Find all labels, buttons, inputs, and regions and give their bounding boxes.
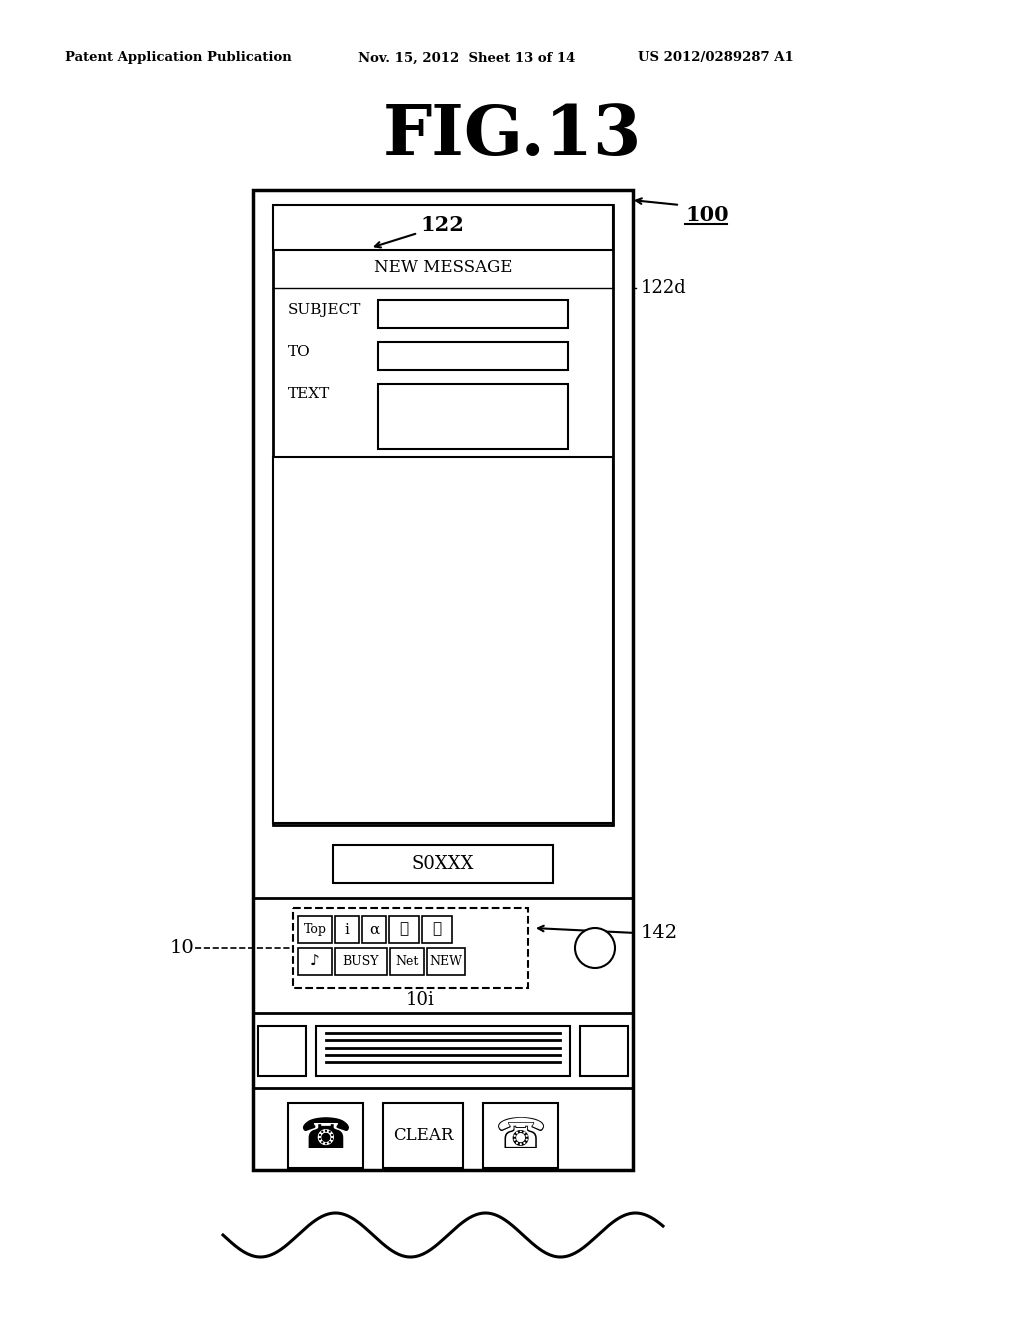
Text: α: α xyxy=(369,923,379,936)
Text: FIG.13: FIG.13 xyxy=(382,102,642,169)
Text: CLEAR: CLEAR xyxy=(393,1127,454,1144)
Bar xyxy=(273,457,613,822)
Text: 122: 122 xyxy=(420,215,464,235)
Text: ☎: ☎ xyxy=(300,1114,351,1156)
Bar xyxy=(333,845,553,883)
Text: Net: Net xyxy=(395,954,419,968)
Bar xyxy=(390,948,424,975)
Text: Patent Application Publication: Patent Application Publication xyxy=(65,51,292,65)
Bar xyxy=(273,205,613,249)
Bar xyxy=(422,916,452,942)
Circle shape xyxy=(575,928,615,968)
Bar xyxy=(378,300,568,327)
Text: Top: Top xyxy=(303,923,327,936)
Text: 142: 142 xyxy=(641,924,678,942)
Text: US 2012/0289287 A1: US 2012/0289287 A1 xyxy=(638,51,794,65)
Text: ✇: ✇ xyxy=(432,923,441,936)
Bar xyxy=(580,1026,628,1076)
Text: i: i xyxy=(344,923,349,936)
Text: 10i: 10i xyxy=(407,991,435,1008)
Text: TEXT: TEXT xyxy=(288,387,331,401)
Bar xyxy=(298,916,332,942)
Bar xyxy=(273,205,613,825)
Text: BUSY: BUSY xyxy=(343,954,379,968)
Bar xyxy=(362,916,386,942)
Bar xyxy=(253,190,633,1170)
Text: TO: TO xyxy=(288,345,310,359)
Text: ☏: ☏ xyxy=(495,1114,547,1156)
Text: ✉: ✉ xyxy=(399,923,409,936)
Text: ♪: ♪ xyxy=(310,954,319,969)
Text: 122d: 122d xyxy=(641,279,687,297)
Text: 10: 10 xyxy=(170,939,195,957)
Bar xyxy=(378,384,568,449)
Bar xyxy=(298,948,332,975)
Text: S0XXX: S0XXX xyxy=(412,855,474,873)
Bar xyxy=(383,1104,463,1168)
Bar xyxy=(483,1104,558,1168)
Text: SUBJECT: SUBJECT xyxy=(288,304,361,317)
Text: NEW: NEW xyxy=(429,954,463,968)
Bar xyxy=(378,342,568,370)
Bar xyxy=(389,916,419,942)
Bar xyxy=(335,916,359,942)
Bar xyxy=(427,948,465,975)
Bar xyxy=(293,908,528,987)
Bar xyxy=(288,1104,362,1168)
Bar xyxy=(316,1026,570,1076)
Bar xyxy=(258,1026,306,1076)
Text: Nov. 15, 2012  Sheet 13 of 14: Nov. 15, 2012 Sheet 13 of 14 xyxy=(358,51,575,65)
Bar xyxy=(335,948,387,975)
Text: 100: 100 xyxy=(685,205,729,224)
Text: NEW MESSAGE: NEW MESSAGE xyxy=(374,260,512,276)
